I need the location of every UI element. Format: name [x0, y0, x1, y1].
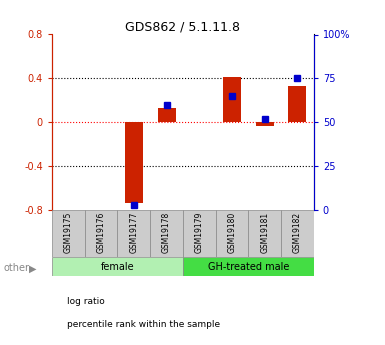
Text: GSM19178: GSM19178 — [162, 212, 171, 254]
Title: GDS862 / 5.1.11.8: GDS862 / 5.1.11.8 — [126, 20, 240, 33]
Bar — [256, 122, 274, 126]
Bar — [150, 210, 183, 257]
Bar — [52, 210, 85, 257]
Bar — [248, 210, 281, 257]
Text: log ratio: log ratio — [67, 297, 105, 306]
Text: ▶: ▶ — [29, 264, 36, 273]
Text: GSM19177: GSM19177 — [129, 212, 138, 254]
Text: other: other — [4, 264, 30, 273]
Text: GH-treated male: GH-treated male — [208, 262, 289, 272]
Bar — [216, 210, 248, 257]
Text: GSM19180: GSM19180 — [228, 212, 236, 254]
Bar — [223, 77, 241, 122]
Bar — [157, 108, 176, 122]
Bar — [183, 210, 216, 257]
Text: GSM19181: GSM19181 — [260, 212, 269, 253]
Text: GSM19182: GSM19182 — [293, 212, 302, 253]
Text: GSM19175: GSM19175 — [64, 212, 73, 254]
Bar — [183, 257, 314, 276]
Bar — [52, 257, 183, 276]
Bar — [125, 122, 143, 203]
Text: GSM19179: GSM19179 — [195, 212, 204, 254]
Bar — [85, 210, 117, 257]
Text: female: female — [100, 262, 134, 272]
Text: percentile rank within the sample: percentile rank within the sample — [67, 320, 221, 329]
Bar — [288, 86, 306, 122]
Bar — [281, 210, 314, 257]
Text: GSM19176: GSM19176 — [97, 212, 105, 254]
Bar — [117, 210, 150, 257]
